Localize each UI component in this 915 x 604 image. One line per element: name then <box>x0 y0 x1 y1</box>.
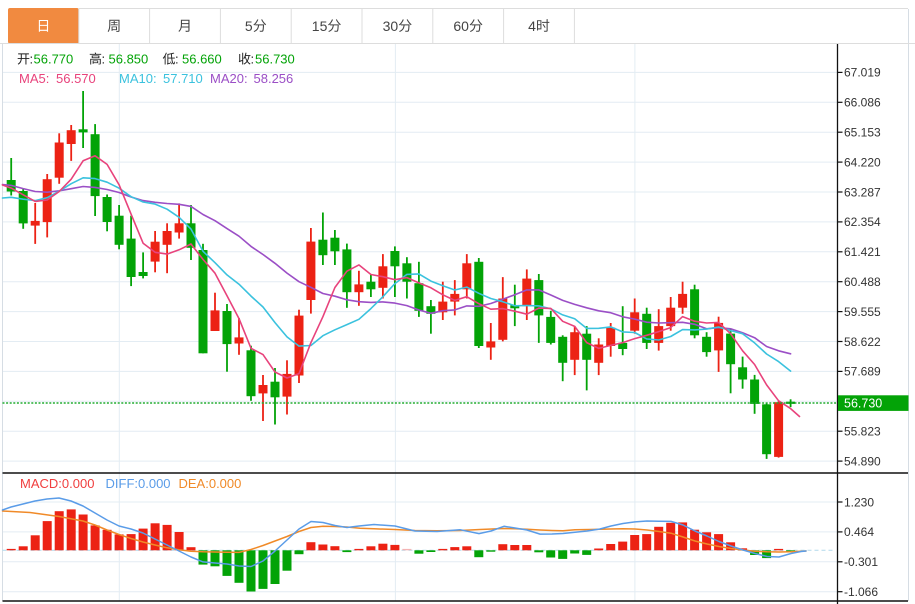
svg-text:56.660: 56.660 <box>182 52 222 67</box>
svg-text:59.555: 59.555 <box>844 305 881 319</box>
svg-text:MA20:: MA20: <box>210 71 248 86</box>
svg-text:56.850: 56.850 <box>109 52 149 67</box>
svg-text:56.730: 56.730 <box>255 52 295 67</box>
svg-text:66.086: 66.086 <box>844 96 881 110</box>
svg-text:1.230: 1.230 <box>844 495 874 509</box>
svg-text:DEA:0.000: DEA:0.000 <box>179 476 242 491</box>
svg-text:54.890: 54.890 <box>844 454 881 468</box>
svg-text::: : <box>30 52 34 67</box>
svg-text:60.488: 60.488 <box>844 275 881 289</box>
svg-text:58.622: 58.622 <box>844 335 881 349</box>
svg-text::: : <box>102 52 106 67</box>
svg-text:57.710: 57.710 <box>163 71 203 86</box>
svg-text:30: 30 <box>383 18 399 34</box>
svg-text:64.220: 64.220 <box>844 155 881 169</box>
svg-text:58.256: 58.256 <box>254 71 294 86</box>
svg-text:56.570: 56.570 <box>56 71 96 86</box>
svg-text:-1.066: -1.066 <box>844 585 878 599</box>
svg-text:5: 5 <box>245 18 253 34</box>
svg-text:MACD:0.000: MACD:0.000 <box>20 476 94 491</box>
svg-text:63.287: 63.287 <box>844 185 881 199</box>
svg-text:0.464: 0.464 <box>844 525 874 539</box>
svg-text:MA10:: MA10: <box>119 71 157 86</box>
svg-text:67.019: 67.019 <box>844 66 881 80</box>
svg-text:MA5:: MA5: <box>19 71 49 86</box>
svg-text:4: 4 <box>528 18 536 34</box>
svg-text:56.770: 56.770 <box>34 52 74 67</box>
svg-text:60: 60 <box>453 18 469 34</box>
svg-text:55.823: 55.823 <box>844 425 881 439</box>
svg-text:61.421: 61.421 <box>844 245 881 259</box>
svg-text:57.689: 57.689 <box>844 365 881 379</box>
svg-text:62.354: 62.354 <box>844 215 881 229</box>
svg-text::: : <box>251 52 255 67</box>
svg-text:56.730: 56.730 <box>844 397 882 411</box>
svg-text:15: 15 <box>312 18 328 34</box>
svg-text:65.153: 65.153 <box>844 126 881 140</box>
svg-text:DIFF:0.000: DIFF:0.000 <box>106 476 171 491</box>
svg-text::: : <box>175 52 179 67</box>
svg-text:-0.301: -0.301 <box>844 555 878 569</box>
